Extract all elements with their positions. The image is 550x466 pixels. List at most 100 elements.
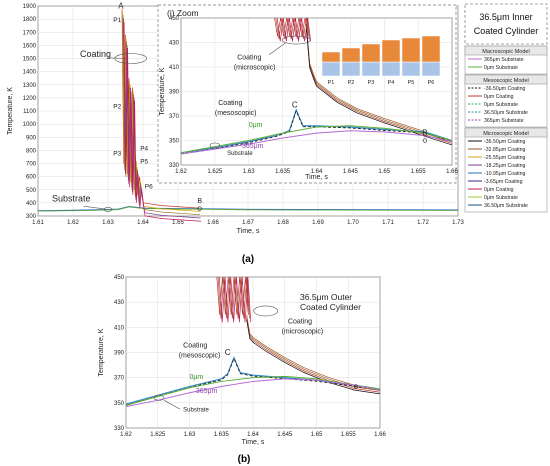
legend-entry-label: -10.95μm Coating [484, 171, 525, 177]
legend-entry-label: 0μm Substrate [484, 195, 518, 201]
y-tick-label: 1000 [23, 122, 37, 128]
label-b: (b) [238, 454, 251, 465]
coating-leader [107, 57, 127, 59]
y-tick-label: 700 [26, 162, 37, 168]
y-tick-label: 1200 [23, 96, 37, 102]
marker-B [197, 206, 202, 211]
y-tick-label: 350 [114, 401, 125, 407]
y-tick-label: 330 [169, 163, 180, 169]
legend-entry-label: 0μm Coating [484, 94, 514, 100]
legend-group-header [464, 127, 548, 138]
layer-label: P5 [408, 80, 415, 86]
x-tick-label: 1.71 [382, 220, 394, 226]
annotation-P6: P6 [145, 183, 153, 190]
inset-annotation-B: B [422, 129, 427, 138]
layer-label: P2 [348, 80, 355, 86]
y-tick-label: 1300 [23, 83, 37, 89]
layer-coating-block [401, 37, 421, 63]
y-tick-label: 500 [26, 188, 37, 194]
y-tick-label: 390 [114, 351, 125, 357]
inset-annotation-365um: 365μm [242, 143, 264, 150]
y-tick-label: 350 [169, 139, 180, 145]
legend-entry-label: 36.50μm Substrate [484, 110, 528, 116]
x-tick-label: 1.72 [417, 220, 429, 226]
legend-entry-label: -3.65μm Coating [484, 179, 523, 185]
x-tick-label: 1.64 [137, 220, 149, 226]
title-box-a: 36.5μm Inner Coated Cylinder [464, 3, 548, 45]
y-tick-label: 450 [114, 275, 125, 281]
inset-coating-leader [268, 42, 287, 55]
y-tick-label: 600 [26, 175, 37, 181]
b-annotation-365um: 365μm [196, 388, 218, 395]
legend-group-header [464, 74, 548, 85]
inset-series-coating-microscopic [305, 27, 453, 144]
title-b-line1: 36.5μm Outer [300, 292, 352, 302]
b-coating-spike [217, 276, 250, 319]
b-annotation-coating-meso-1: Coating [183, 342, 207, 349]
b-coating-ellipse [253, 305, 279, 317]
y-tick-label: 330 [114, 426, 125, 432]
annotation-P2: P2 [113, 103, 121, 110]
x-axis-label: Time, s [242, 439, 265, 446]
y-tick-label: 900 [26, 135, 37, 141]
inset-series-365um [180, 130, 453, 155]
x-tick-label: 1.65 [378, 169, 390, 175]
y-tick-label: 1800 [23, 17, 37, 23]
y-tick-label: 410 [114, 325, 125, 331]
x-tick-label: 1.655 [411, 169, 427, 175]
b-annotation-coating-micro-2: (microscopic) [282, 329, 324, 336]
layer-substrate-block [381, 61, 401, 77]
coating-ellipse [114, 53, 148, 64]
title-a-line1: 36.5μm Inner [479, 12, 532, 22]
title-a-line2: Coated Cylinder [474, 26, 539, 36]
inset-series-coating-mesoscopic-dash [180, 109, 453, 155]
y-tick-label: 300 [26, 214, 37, 220]
legend-entry-label: -36.50μm Coating [484, 139, 525, 145]
x-tick-label: 1.64 [311, 169, 323, 175]
annotation-P4: P4 [140, 145, 148, 152]
x-tick-label: 1.66 [446, 169, 458, 175]
inset-title: (i) Zoom [167, 8, 199, 18]
legend-entry-label: -25.55μm Coating [484, 155, 525, 161]
y-tick-label: 1100 [23, 109, 37, 115]
legend-group-title: Mesoscopic Model [483, 78, 529, 84]
x-tick-label: 1.63 [243, 169, 255, 175]
series-substrate-0um [37, 206, 459, 212]
inset-series-0um [180, 125, 453, 154]
x-tick-label: 1.69 [312, 220, 324, 226]
x-tick-label: 1.625 [207, 169, 223, 175]
y-axis-label: Temperature, K [7, 87, 14, 135]
inset-annotation-coating-micro-1: Coating [237, 55, 261, 62]
annotation-P1: P1 [113, 17, 121, 24]
y-tick-label: 430 [114, 300, 125, 306]
x-tick-label: 1.635 [214, 432, 230, 438]
legend-entry-label: 365μm Substrate [484, 118, 524, 124]
x-tick-label: 1.66 [207, 220, 219, 226]
y-tick-label: 410 [169, 65, 180, 71]
x-axis-label: Time, s [237, 228, 260, 235]
inset-annotation-substrate: Substrate [227, 151, 253, 157]
x-tick-label: 1.645 [343, 169, 359, 175]
b-series-365um [125, 378, 381, 408]
b-marker [353, 384, 358, 389]
layer-label: P6 [428, 80, 435, 86]
inset-coating-spike [275, 17, 310, 39]
b-annotation-C: C [225, 348, 231, 357]
annotation-substrate: Substrate [52, 194, 91, 204]
substrate-leader [83, 205, 107, 210]
series-coating [123, 21, 202, 222]
x-tick-label: 1.73 [452, 220, 464, 226]
y-axis-label: Temperature, K [98, 328, 105, 376]
x-tick-label: 1.62 [67, 220, 79, 226]
x-tick-label: 1.62 [175, 169, 187, 175]
inset-annotation-coating-meso-2: (mesoscopic) [215, 110, 257, 117]
b-annotation-coating-micro-1: Coating [288, 319, 312, 326]
legend-group-header [464, 45, 548, 56]
b-annotation-0um: 0μm [190, 374, 204, 381]
b-series-coating-microscopic [246, 317, 381, 393]
inset-coating-spike [274, 17, 309, 37]
legend-entry-label: 0μm Substrate [484, 65, 518, 71]
b-coating-spike [219, 276, 252, 323]
y-tick-label: 390 [169, 90, 180, 96]
legend: Macroscopic Model 365μm Substrate 0μm Subs… [464, 45, 548, 213]
